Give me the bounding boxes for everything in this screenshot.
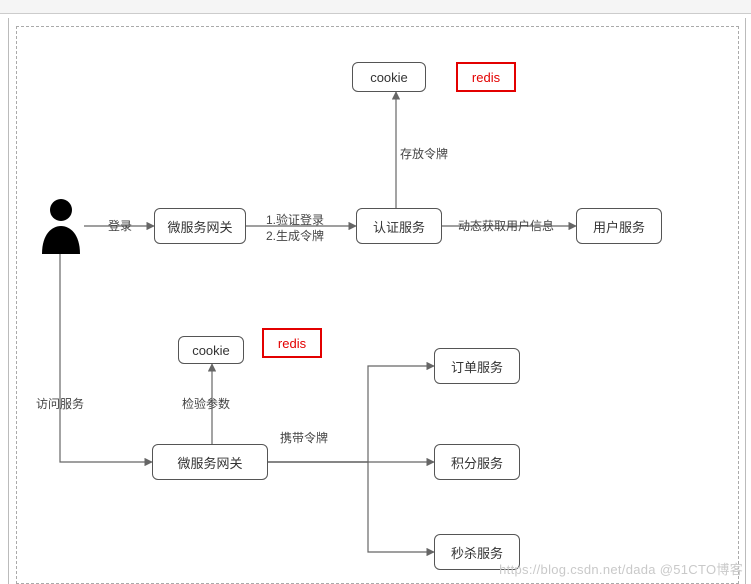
node-points-service: 积分服务	[434, 444, 520, 480]
user-icon	[38, 196, 84, 254]
edge-label-dyn-user: 动态获取用户信息	[458, 218, 554, 234]
node-label: redis	[278, 336, 306, 351]
label-text: 携带令牌	[280, 431, 328, 445]
diagram-canvas: cookie redis 微服务网关 认证服务 用户服务 cookie redi…	[16, 26, 739, 584]
edge-label-store-token: 存放令牌	[400, 146, 448, 162]
node-user-service: 用户服务	[576, 208, 662, 244]
node-label: 订单服务	[451, 357, 503, 376]
label-text: 存放令牌	[400, 147, 448, 161]
label-text: 动态获取用户信息	[458, 219, 554, 233]
node-redis-top: redis	[456, 62, 516, 92]
label-text: 检验参数	[182, 397, 230, 411]
node-gateway-top: 微服务网关	[154, 208, 246, 244]
node-redis-bottom: redis	[262, 328, 322, 358]
node-label: redis	[472, 70, 500, 85]
node-order-service: 订单服务	[434, 348, 520, 384]
label-text: 1.验证登录 2.生成令牌	[266, 213, 324, 243]
top-tabs	[0, 0, 751, 14]
node-label: 微服务网关	[167, 217, 232, 236]
node-auth-service: 认证服务	[356, 208, 442, 244]
edge-label-visit: 访问服务	[36, 396, 84, 412]
label-text: 访问服务	[36, 397, 84, 411]
node-label: 微服务网关	[177, 453, 242, 472]
label-text: 登录	[108, 219, 132, 233]
node-label: cookie	[192, 343, 230, 358]
node-gateway-bottom: 微服务网关	[152, 444, 268, 480]
node-label: cookie	[370, 70, 408, 85]
node-label: 用户服务	[593, 217, 645, 236]
edges-layer	[16, 26, 739, 584]
edge-label-login: 登录	[108, 218, 132, 234]
node-seckill-service: 秒杀服务	[434, 534, 520, 570]
node-label: 秒杀服务	[451, 543, 503, 562]
edge-label-verify: 1.验证登录 2.生成令牌	[266, 212, 324, 244]
edge-label-check-param: 检验参数	[182, 396, 230, 412]
node-cookie-bottom: cookie	[178, 336, 244, 364]
node-label: 认证服务	[373, 217, 425, 236]
node-label: 积分服务	[451, 453, 503, 472]
node-cookie-top: cookie	[352, 62, 426, 92]
edge-label-carry-token: 携带令牌	[280, 430, 328, 446]
